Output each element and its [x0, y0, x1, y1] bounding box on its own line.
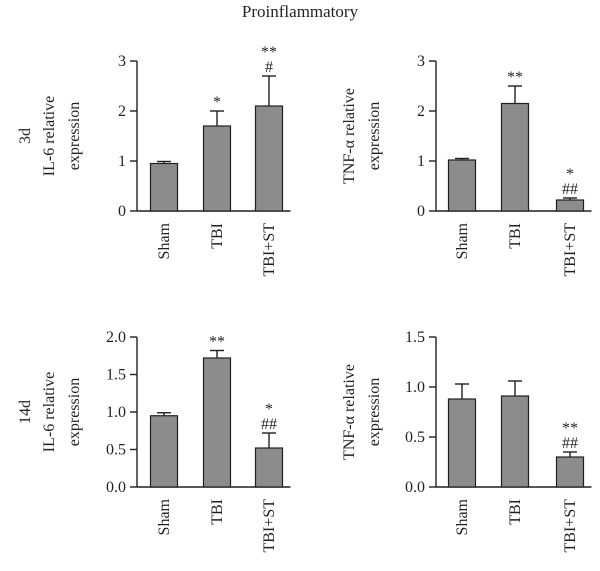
x-tick-label: TBI+ST [261, 499, 278, 553]
y-tick-label: 0.0 [106, 479, 126, 496]
x-tick-label: TBI+ST [562, 499, 579, 553]
bar [202, 125, 232, 212]
bar [500, 395, 530, 488]
row-label: 14d [17, 400, 34, 424]
y-tick-label: 1.5 [106, 367, 126, 384]
y-tick-label: 0.5 [106, 442, 126, 459]
y-tick-label: 0.5 [405, 429, 425, 446]
significance-mark: * [566, 166, 574, 183]
significance-mark: ## [261, 416, 277, 433]
y-axis-label: TNF-α relative [341, 88, 358, 184]
x-tick-label: TBI [209, 223, 226, 249]
significance-mark: # [265, 59, 273, 76]
significance-mark: ## [562, 435, 578, 452]
y-tick-label: 1.0 [106, 404, 126, 421]
bar [447, 398, 477, 488]
bar [555, 199, 585, 212]
significance-mark: * [213, 94, 221, 111]
y-tick-label: 0 [118, 203, 126, 220]
y-tick-label: 2 [417, 103, 425, 120]
y-axis-label: IL-6 relative [41, 372, 58, 452]
bar [202, 357, 232, 488]
significance-mark: ** [562, 420, 578, 437]
y-tick-label: 0 [417, 203, 425, 220]
y-axis-label: IL-6 relative [41, 96, 58, 176]
bar [500, 102, 530, 212]
significance-mark: * [265, 401, 273, 418]
bar [447, 159, 477, 212]
y-axis-label: expression [366, 102, 383, 170]
y-tick-label: 1 [118, 153, 126, 170]
y-tick-label: 3 [118, 53, 126, 70]
x-tick-label: TBI [507, 223, 524, 249]
significance-mark: ** [209, 334, 225, 351]
x-tick-label: TBI+ST [562, 223, 579, 277]
row-label: 3d [17, 128, 34, 144]
x-tick-label: Sham [156, 498, 173, 535]
x-tick-label: Sham [156, 222, 173, 259]
significance-mark: ** [507, 69, 523, 86]
y-axis-label: expression [66, 378, 83, 446]
significance-mark: ## [562, 181, 578, 198]
bar [149, 415, 179, 488]
y-tick-label: 2 [118, 103, 126, 120]
y-tick-label: 3 [417, 53, 425, 70]
x-tick-label: Sham [454, 498, 471, 535]
x-tick-label: TBI [507, 499, 524, 525]
x-tick-label: TBI+ST [261, 223, 278, 277]
bar [555, 456, 585, 488]
bar [254, 447, 284, 488]
y-tick-label: 1 [417, 153, 425, 170]
bar [254, 105, 284, 212]
y-tick-label: 1.5 [405, 329, 425, 346]
y-tick-label: 1.0 [405, 379, 425, 396]
figure-title: Proinflammatory [241, 2, 359, 21]
y-tick-label: 0.0 [405, 479, 425, 496]
x-tick-label: Sham [454, 222, 471, 259]
y-axis-label: expression [366, 378, 383, 446]
y-axis-label: expression [66, 102, 83, 170]
significance-mark: ** [261, 44, 277, 61]
bar [149, 162, 179, 212]
y-axis-label: TNF-α relative [341, 364, 358, 460]
x-tick-label: TBI [209, 499, 226, 525]
y-tick-label: 2.0 [106, 329, 126, 346]
